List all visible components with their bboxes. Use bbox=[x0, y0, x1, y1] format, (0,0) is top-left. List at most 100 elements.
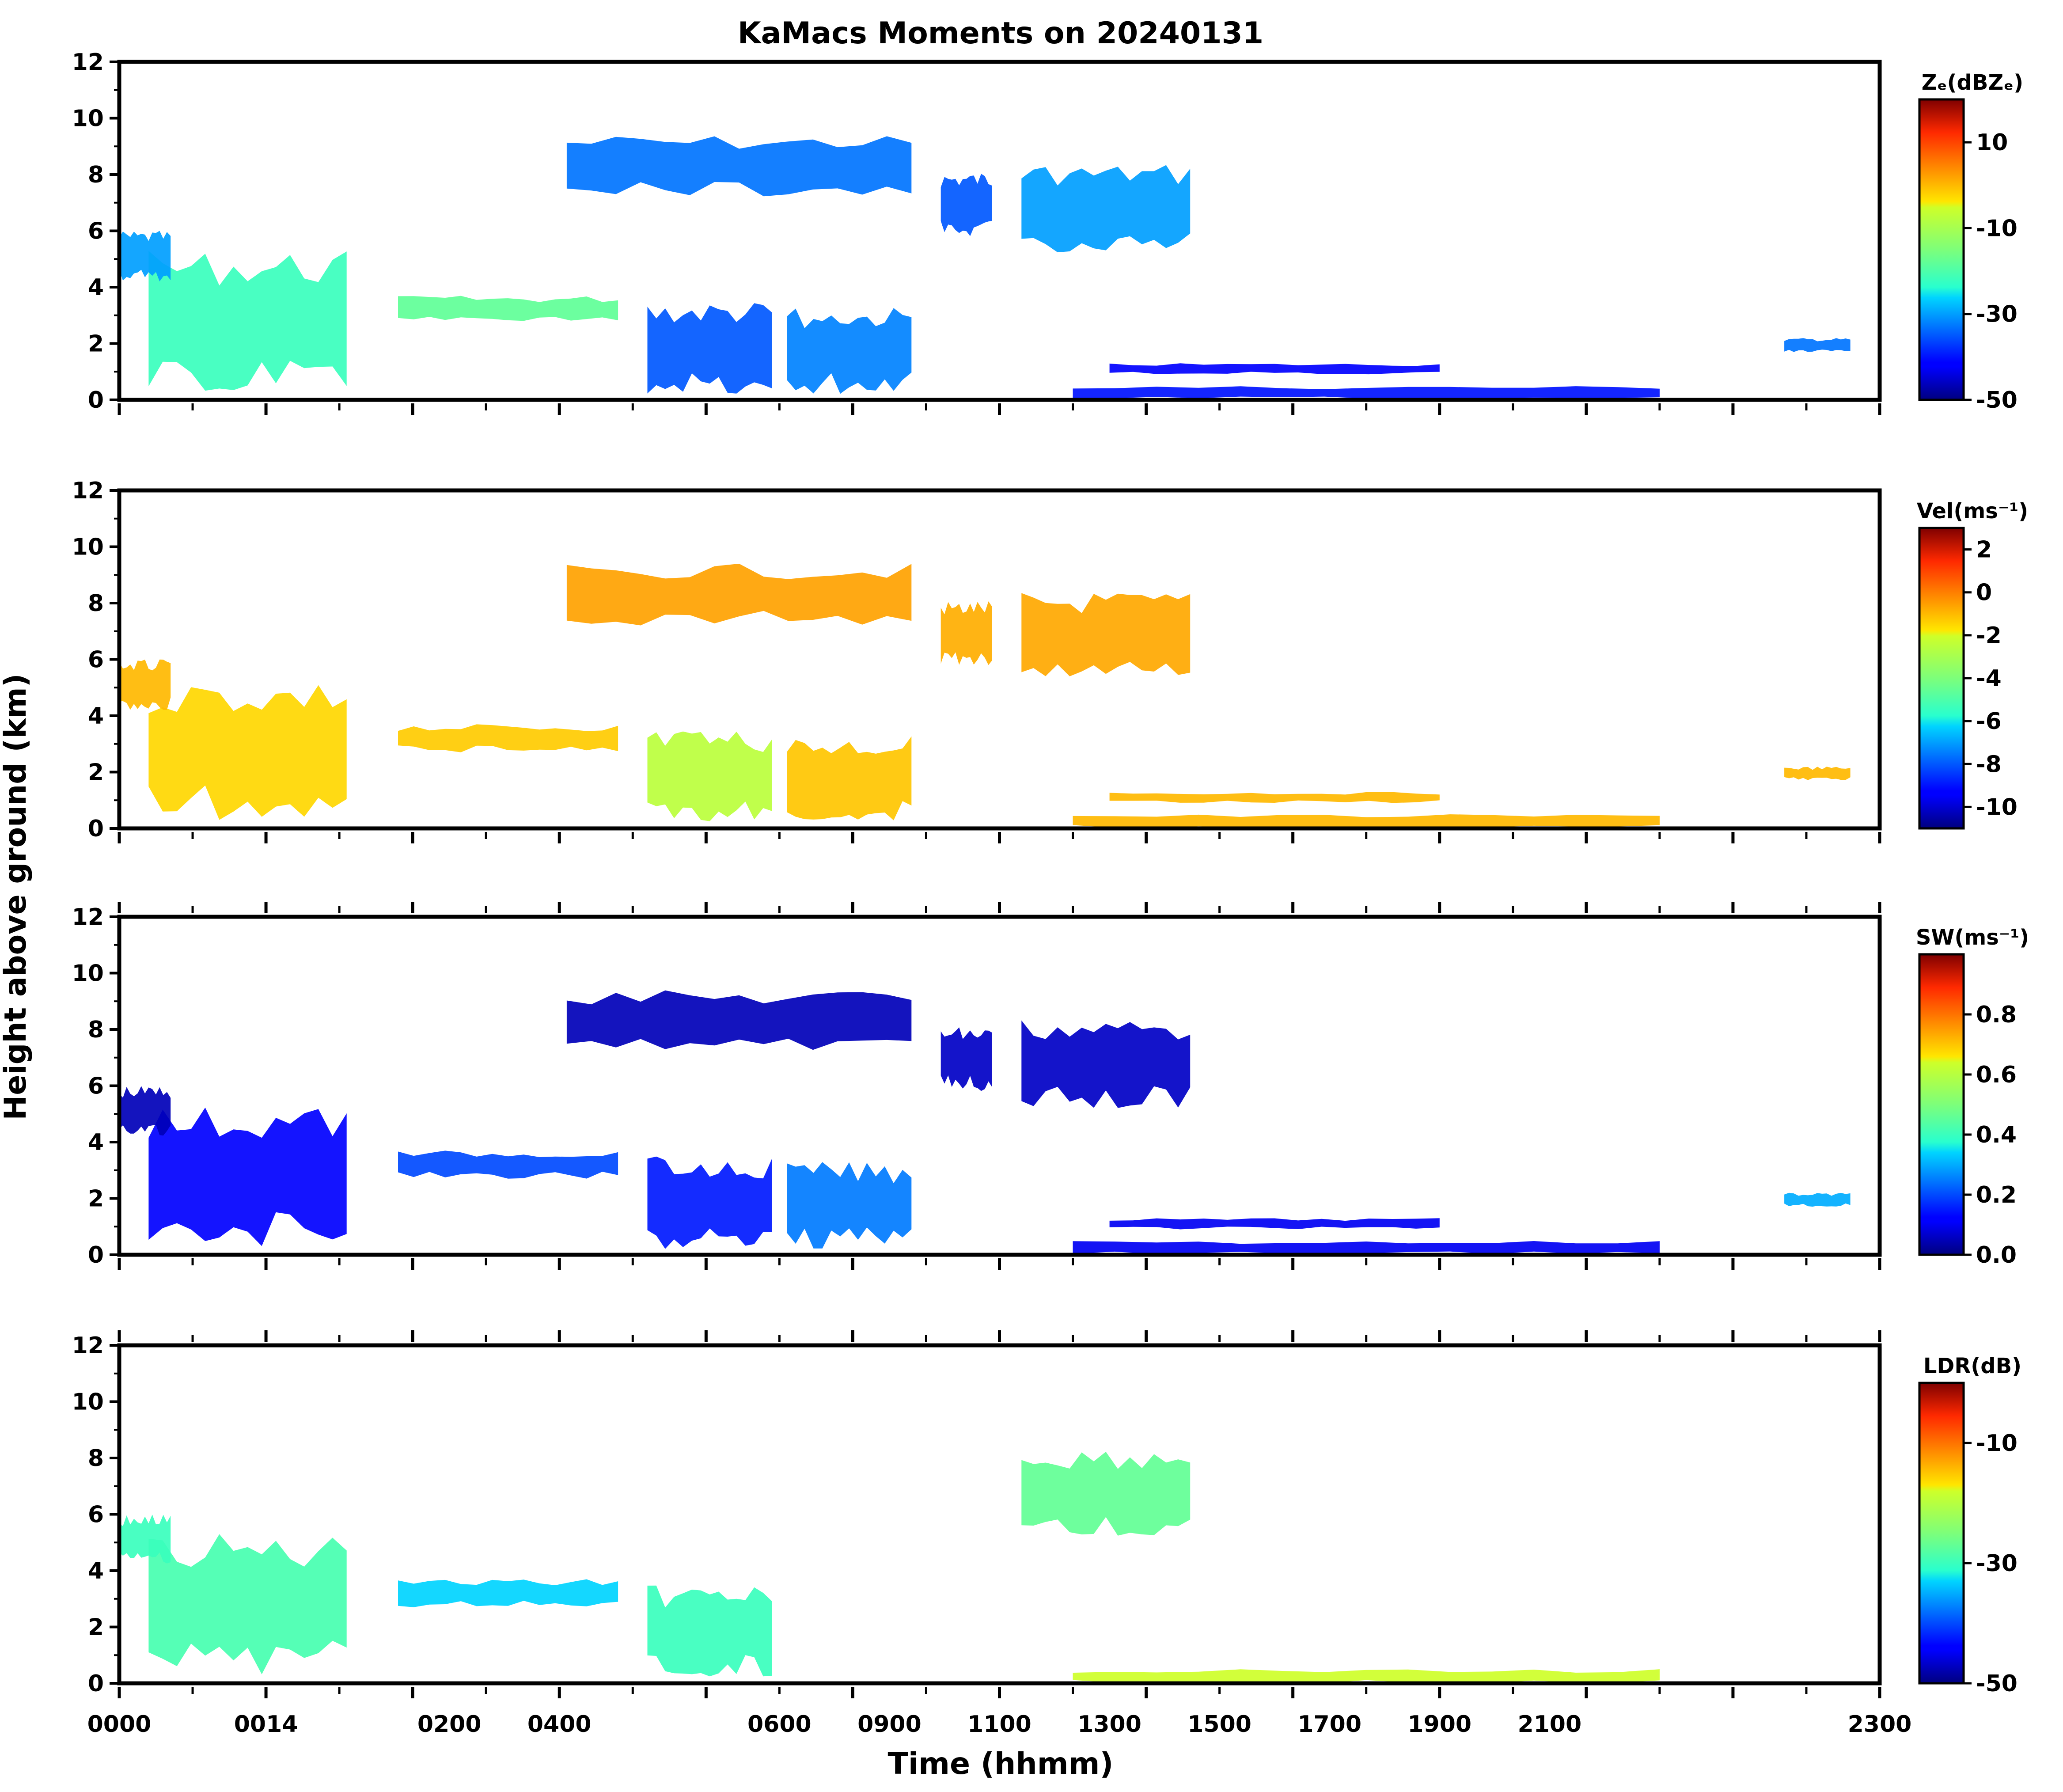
y-tick-label: 6 bbox=[88, 1502, 104, 1528]
echo-mid-layer bbox=[398, 1150, 618, 1179]
echo-shallow-precip bbox=[647, 303, 772, 394]
y-tick-label: 0 bbox=[88, 1242, 104, 1268]
echo-near-surface-clutter bbox=[1073, 1669, 1660, 1683]
y-tick-label: 2 bbox=[88, 1186, 104, 1212]
y-tick-label: 8 bbox=[88, 162, 104, 188]
x-tick-label: 0014 bbox=[234, 1711, 298, 1738]
colorbar-tick-label: 0.0 bbox=[1976, 1242, 2017, 1268]
echo-low-cloud-deep bbox=[148, 251, 347, 391]
y-tick-label: 12 bbox=[72, 478, 104, 504]
echo-cirrus-fragment bbox=[940, 174, 992, 236]
echo-low-layer-afternoon bbox=[1109, 792, 1440, 803]
echo-morning-layer-top bbox=[119, 1086, 171, 1136]
x-tick-label: 0400 bbox=[527, 1711, 592, 1738]
echo-shallow-precip bbox=[647, 731, 772, 821]
colorbar-tick-label: -10 bbox=[1976, 1430, 2017, 1457]
x-tick-label: 0900 bbox=[857, 1711, 922, 1738]
echo-upper-cirrus-1 bbox=[566, 136, 912, 197]
colorbar-tick-label: -50 bbox=[1976, 387, 2017, 414]
x-tick-label: 1700 bbox=[1297, 1711, 1361, 1738]
panel-ldr: 0 2 4 6 8 10 12 LDR(dB) -10 -30 -50 bbox=[72, 1330, 2021, 1698]
colorbar-tick-label: 0.6 bbox=[1976, 1062, 2017, 1088]
y-tick-label: 10 bbox=[72, 534, 104, 561]
colorbar-vel bbox=[1918, 527, 1965, 830]
panel-sw: 0 2 4 6 8 10 12 SW(ms⁻¹) 0.8 0.6 0.4 0.2 0.0 bbox=[72, 902, 2029, 1270]
colorbar-label: LDR(dB) bbox=[1923, 1354, 2021, 1378]
x-tick-label: 1500 bbox=[1187, 1711, 1251, 1738]
colorbar-tick-label: 0 bbox=[1976, 580, 1992, 606]
x-tick-label: 1900 bbox=[1407, 1711, 1471, 1738]
echo-near-surface-clutter bbox=[1073, 1241, 1660, 1254]
x-tick-label: 0200 bbox=[417, 1711, 482, 1738]
echo-near-surface-clutter bbox=[1073, 814, 1660, 828]
colorbar-tick-label: -50 bbox=[1976, 1671, 2017, 1697]
colorbar-tick-label: -8 bbox=[1976, 751, 2002, 778]
echo-virga-streaks bbox=[787, 308, 912, 394]
echo-evening-layer bbox=[1784, 1192, 1851, 1207]
y-tick-label: 0 bbox=[88, 387, 104, 414]
colorbar-tick-label: 10 bbox=[1976, 129, 2008, 156]
colorbar-tick-label: -10 bbox=[1976, 215, 2017, 242]
y-tick-label: 0 bbox=[88, 816, 104, 842]
echo-upper-cirrus-2 bbox=[1021, 165, 1191, 253]
echo-mid-layer bbox=[398, 1579, 618, 1607]
x-tick-label: 1100 bbox=[967, 1711, 1032, 1738]
echo-upper-cirrus-1 bbox=[566, 563, 912, 626]
echo-morning-layer-top bbox=[119, 659, 171, 710]
panel-ze: 0 2 4 6 8 10 12 Zₑ(dBZₑ) 10 -10 -30 -50 bbox=[72, 49, 2023, 415]
echo-low-layer-afternoon bbox=[1109, 363, 1440, 375]
y-tick-label: 12 bbox=[72, 1333, 104, 1359]
y-tick-label: 8 bbox=[88, 590, 104, 617]
echo-upper-cirrus-2 bbox=[1021, 1451, 1191, 1536]
colorbar-ze bbox=[1918, 98, 1965, 401]
y-tick-label: 10 bbox=[72, 106, 104, 132]
colorbar-sw bbox=[1918, 953, 1965, 1256]
panel-ldr-data bbox=[119, 1451, 1660, 1683]
echo-evening-layer bbox=[1784, 767, 1851, 780]
y-tick-label: 2 bbox=[88, 331, 104, 357]
echo-morning-layer-top bbox=[119, 231, 171, 281]
echo-shallow-precip bbox=[647, 1156, 772, 1249]
echo-upper-cirrus-2 bbox=[1021, 593, 1191, 676]
echo-virga-streaks bbox=[787, 736, 912, 820]
x-tick-labels: 0000 0014 0200 0400 0600 0900 1100 1300 1500 1700… bbox=[87, 1711, 1912, 1738]
x-axis-label: Time (hhmm) bbox=[887, 1746, 1113, 1781]
echo-upper-cirrus-2 bbox=[1021, 1020, 1191, 1108]
y-axis-label: Height above ground (km) bbox=[0, 673, 33, 1120]
y-tick-label: 4 bbox=[88, 1558, 104, 1584]
echo-low-cloud-deep bbox=[148, 685, 347, 820]
colorbar-label: SW(ms⁻¹) bbox=[1916, 925, 2029, 950]
colorbar-tick-label: -10 bbox=[1976, 794, 2017, 820]
x-tick-label: 2300 bbox=[1848, 1711, 1912, 1738]
colorbar-tick-label: 0.4 bbox=[1976, 1122, 2017, 1148]
x-tick-label: 0600 bbox=[747, 1711, 812, 1738]
echo-mid-layer bbox=[398, 724, 618, 752]
y-tick-label: 8 bbox=[88, 1017, 104, 1043]
x-tick-label: 1300 bbox=[1077, 1711, 1141, 1738]
y-tick-label: 10 bbox=[72, 961, 104, 987]
panel-sw-data bbox=[119, 990, 1851, 1254]
x-tick-label: 2100 bbox=[1517, 1711, 1581, 1738]
colorbar-tick-label: -2 bbox=[1976, 623, 2002, 649]
echo-cirrus-fragment bbox=[940, 601, 992, 665]
colorbar-tick-label: 0.2 bbox=[1976, 1182, 2017, 1208]
panel-vel-frame bbox=[117, 488, 1882, 831]
y-tick-label: 8 bbox=[88, 1445, 104, 1472]
echo-low-cloud-deep bbox=[148, 1534, 347, 1674]
echo-near-surface-clutter bbox=[1073, 386, 1660, 400]
panel-sw-frame bbox=[117, 915, 1882, 1257]
colorbar-tick-label: 0.8 bbox=[1976, 1002, 2017, 1028]
colorbar-tick-label: -30 bbox=[1976, 301, 2017, 328]
colorbar-tick-label: 2 bbox=[1976, 537, 1992, 563]
echo-virga-streaks bbox=[787, 1162, 912, 1249]
panel-ze-frame bbox=[117, 60, 1882, 402]
y-tick-label: 6 bbox=[88, 647, 104, 673]
y-tick-label: 2 bbox=[88, 1614, 104, 1641]
colorbar-label: Vel(ms⁻¹) bbox=[1917, 499, 2028, 524]
y-tick-label: 0 bbox=[88, 1671, 104, 1697]
panel-vel: 0 2 4 6 8 10 12 Vel(ms⁻¹) 2 0 -2 -4 -6 -8 -10 bbox=[72, 478, 2028, 843]
panel-ze-data bbox=[119, 136, 1851, 400]
panel-ldr-frame bbox=[117, 1343, 1882, 1686]
y-tick-label: 10 bbox=[72, 1389, 104, 1416]
